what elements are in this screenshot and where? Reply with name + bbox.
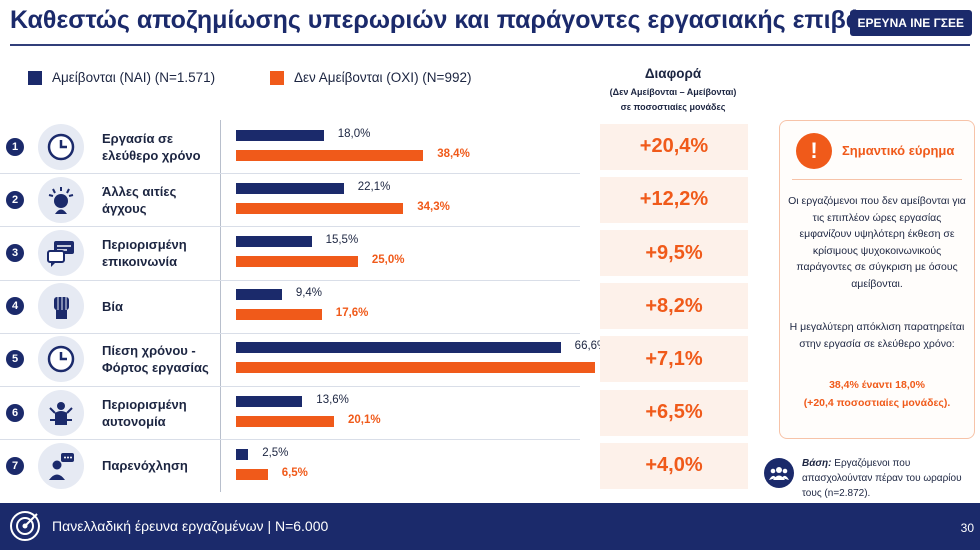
stressed-head-icon <box>38 176 84 223</box>
survey-badge: ΕΡΕΥΝΑ ΙΝΕ ΓΣΕΕ <box>849 10 972 36</box>
bar-value-oxi: 25,0% <box>371 254 405 266</box>
bar-value-oxi: 6,5% <box>281 466 308 479</box>
key-finding-text-2: Η μεγαλύτερη απόκλιση παρατηρείται στην … <box>789 321 965 350</box>
page-number: 30 <box>960 521 974 535</box>
legend-swatch-nai <box>28 70 42 85</box>
row-divider <box>0 332 580 334</box>
clock-icon <box>38 336 84 383</box>
difference-value: +9,5% <box>600 230 748 276</box>
bar-oxi <box>236 362 596 374</box>
difference-value: +12,2% <box>600 176 748 223</box>
group-icon <box>764 458 794 488</box>
bar-value-nai: 9,4% <box>295 287 323 300</box>
bar-value-nai: 22,1% <box>357 180 391 193</box>
key-finding-text-1: Οι εργαζόμενοι που δεν αμείβονται για τι… <box>788 195 966 290</box>
bar-nai <box>236 236 312 247</box>
exclamation-icon: ! <box>796 133 832 169</box>
bar-oxi <box>236 309 322 321</box>
difference-value: +20,4% <box>600 123 748 170</box>
difference-subtitle-2: σε ποσοστιαίες μονάδες <box>620 102 726 112</box>
title-divider <box>10 44 970 46</box>
chat-bubbles-icon <box>38 230 84 276</box>
difference-subtitle-1: (Δεν Αμείβονται – Αμείβονται) <box>609 87 737 97</box>
basis-label: Βάση: <box>802 458 832 469</box>
legend-label-oxi: Δεν Αμείβονται (ΟΧΙ) (N=992) <box>294 70 472 85</box>
key-finding-card: ! Σημαντικό εύρημα Οι εργαζόμενοι που δε… <box>779 120 975 439</box>
bar-nai <box>236 342 561 354</box>
row-number: 7 <box>6 456 24 475</box>
key-finding-highlight-1: 38,4% έναντι 18,0% <box>829 379 925 391</box>
category-label: Περιορισμένη επικοινωνία <box>102 237 187 269</box>
basis-text: Εργαζόμενοι που απασχολούνταν πέραν του … <box>802 458 962 499</box>
bar-value-oxi: 34,3% <box>417 200 450 213</box>
key-finding-highlight-2: (+20,4 ποσοστιαίες μονάδες). <box>803 397 951 409</box>
key-finding-divider <box>792 179 962 180</box>
bar-nai <box>236 395 303 407</box>
bar-value-nai: 15,5% <box>325 234 359 246</box>
bar-nai <box>236 289 282 301</box>
bar-nai <box>236 182 344 194</box>
row-divider <box>0 226 580 228</box>
difference-value: +8,2% <box>600 283 748 330</box>
category-label: Άλλες αιτίες άγχους <box>102 183 177 216</box>
bar-oxi <box>236 468 268 480</box>
person-speech-icon <box>38 442 84 489</box>
row-divider <box>0 173 580 175</box>
chart-axis <box>220 120 221 492</box>
difference-value: +4,0% <box>600 442 748 489</box>
bar-oxi <box>236 202 404 214</box>
bar-oxi <box>236 256 358 267</box>
row-divider <box>0 386 580 387</box>
page-title: Καθεστώς αποζημίωσης υπερωριών και παράγ… <box>10 6 951 34</box>
row-number: 2 <box>6 190 24 209</box>
bar-value-oxi: 17,6% <box>335 307 369 320</box>
bar-value-oxi: 20,1% <box>347 413 381 426</box>
row-number: 5 <box>6 350 24 369</box>
key-finding-title: Σημαντικό εύρημα <box>842 143 955 158</box>
bar-value-nai: 2,5% <box>262 446 289 459</box>
legend-swatch-oxi <box>270 70 284 85</box>
target-icon <box>10 511 40 541</box>
basis-note: Βάση: Εργαζόμενοι που απασχολούνταν πέρα… <box>764 456 976 501</box>
bar-value-nai: 18,0% <box>337 127 371 140</box>
legend-oxi: Δεν Αμείβονται (ΟΧΙ) (N=992) <box>270 70 471 85</box>
category-label: Πίεση χρόνου - Φόρτος εργασίας <box>102 343 209 376</box>
category-label: Βία <box>102 298 123 314</box>
footer-bar: Πανελλαδική έρευνα εργαζομένων | N=6.000… <box>0 503 980 550</box>
bar-oxi <box>236 415 334 427</box>
restricted-person-icon <box>38 389 84 436</box>
legend-nai: Αμείβονται (ΝΑΙ) (N=1.571) <box>28 70 215 85</box>
row-divider <box>0 279 580 281</box>
row-number: 3 <box>6 244 24 262</box>
category-label: Εργασία σε ελεύθερο χρόνο <box>102 130 201 163</box>
fist-icon <box>38 283 84 330</box>
difference-value: +7,1% <box>600 336 748 383</box>
bar-value-nai: 66,6% <box>574 340 608 353</box>
row-number: 6 <box>6 403 24 422</box>
bar-value-oxi: 38,4% <box>437 147 470 160</box>
difference-title: Διαφορά <box>644 66 702 81</box>
bar-value-nai: 13,6% <box>316 393 349 406</box>
clock-icon <box>38 123 84 170</box>
bar-nai <box>236 448 249 460</box>
bar-oxi <box>236 149 424 161</box>
legend-label-nai: Αμείβονται (ΝΑΙ) (N=1.571) <box>52 70 216 85</box>
category-label: Περιορισμένη αυτονομία <box>102 396 187 429</box>
row-number: 4 <box>6 297 24 316</box>
category-label: Παρενόχληση <box>102 458 188 474</box>
difference-header: Διαφορά (Δεν Αμείβονται – Αμείβονται) σε… <box>588 66 758 115</box>
row-number: 1 <box>6 137 24 156</box>
footer-text: Πανελλαδική έρευνα εργαζομένων | N=6.000 <box>52 518 329 534</box>
difference-value: +6,5% <box>600 389 748 436</box>
row-divider <box>0 439 580 441</box>
bar-nai <box>236 129 324 141</box>
